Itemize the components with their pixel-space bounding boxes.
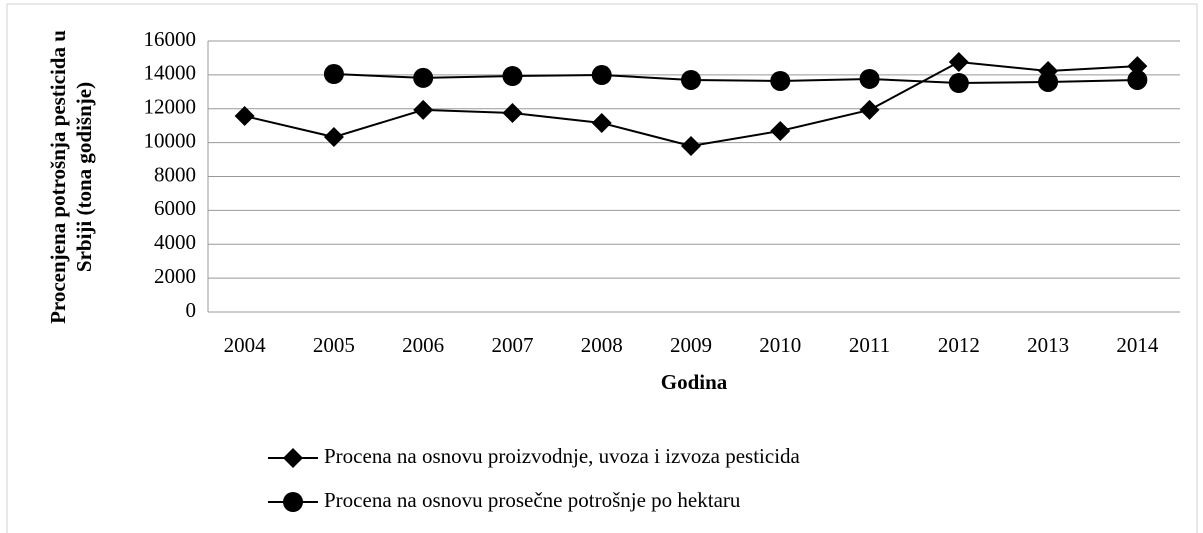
y-axis-title: Procenjena potrošnja pesticida u Srbiji …	[46, 30, 96, 324]
x-tick-label: 2006	[402, 333, 444, 357]
y-tick-label: 6000	[154, 196, 196, 220]
marker	[770, 70, 791, 91]
y-tick-label: 0	[186, 298, 197, 322]
y-axis-title-line: Procenjena potrošnja pesticida u	[46, 30, 70, 324]
x-tick-label: 2013	[1027, 333, 1069, 357]
x-tick-label: 2004	[224, 333, 267, 357]
y-tick-label: 16000	[144, 27, 197, 51]
x-tick-label: 2012	[938, 333, 980, 357]
marker	[283, 448, 303, 468]
x-axis-title: Godina	[661, 370, 728, 394]
y-tick-label: 4000	[154, 230, 196, 254]
marker	[502, 66, 523, 87]
marker	[234, 106, 255, 127]
series-line	[333, 73, 1138, 85]
x-tick-label: 2007	[491, 333, 533, 357]
marker	[770, 120, 791, 141]
marker	[591, 65, 612, 86]
marker	[502, 102, 523, 123]
marker	[323, 64, 344, 85]
marker	[413, 67, 434, 88]
chart-frame	[6, 3, 1198, 533]
marker	[859, 68, 880, 89]
x-tick-label: 2014	[1116, 333, 1159, 357]
x-tick-label: 2010	[759, 333, 801, 357]
marker	[1038, 71, 1059, 92]
x-tick-label: 2011	[849, 333, 890, 357]
y-tick-label: 12000	[144, 95, 197, 119]
y-tick-label: 8000	[154, 162, 196, 186]
legend-label: Procena na osnovu proizvodnje, uvoza i i…	[324, 444, 801, 468]
marker	[1127, 69, 1148, 90]
marker	[948, 52, 969, 73]
y-tick-label: 2000	[154, 264, 196, 288]
x-tick-label: 2009	[670, 333, 712, 357]
marker	[323, 127, 344, 148]
marker	[681, 69, 701, 90]
marker	[681, 136, 701, 157]
y-tick-label: 14000	[144, 61, 197, 85]
marker	[1127, 56, 1148, 77]
marker	[413, 99, 434, 120]
marker	[948, 73, 969, 94]
y-axis-title-line: Srbiji (tona godišnje)	[72, 82, 96, 272]
y-tick-label: 10000	[144, 128, 197, 152]
marker	[591, 112, 612, 133]
marker	[283, 492, 303, 512]
x-tick-label: 2008	[581, 333, 623, 357]
x-tick-label: 2005	[313, 333, 355, 357]
legend-label: Procena na osnovu prosečne potrošnje po …	[324, 488, 741, 512]
marker	[859, 99, 880, 120]
